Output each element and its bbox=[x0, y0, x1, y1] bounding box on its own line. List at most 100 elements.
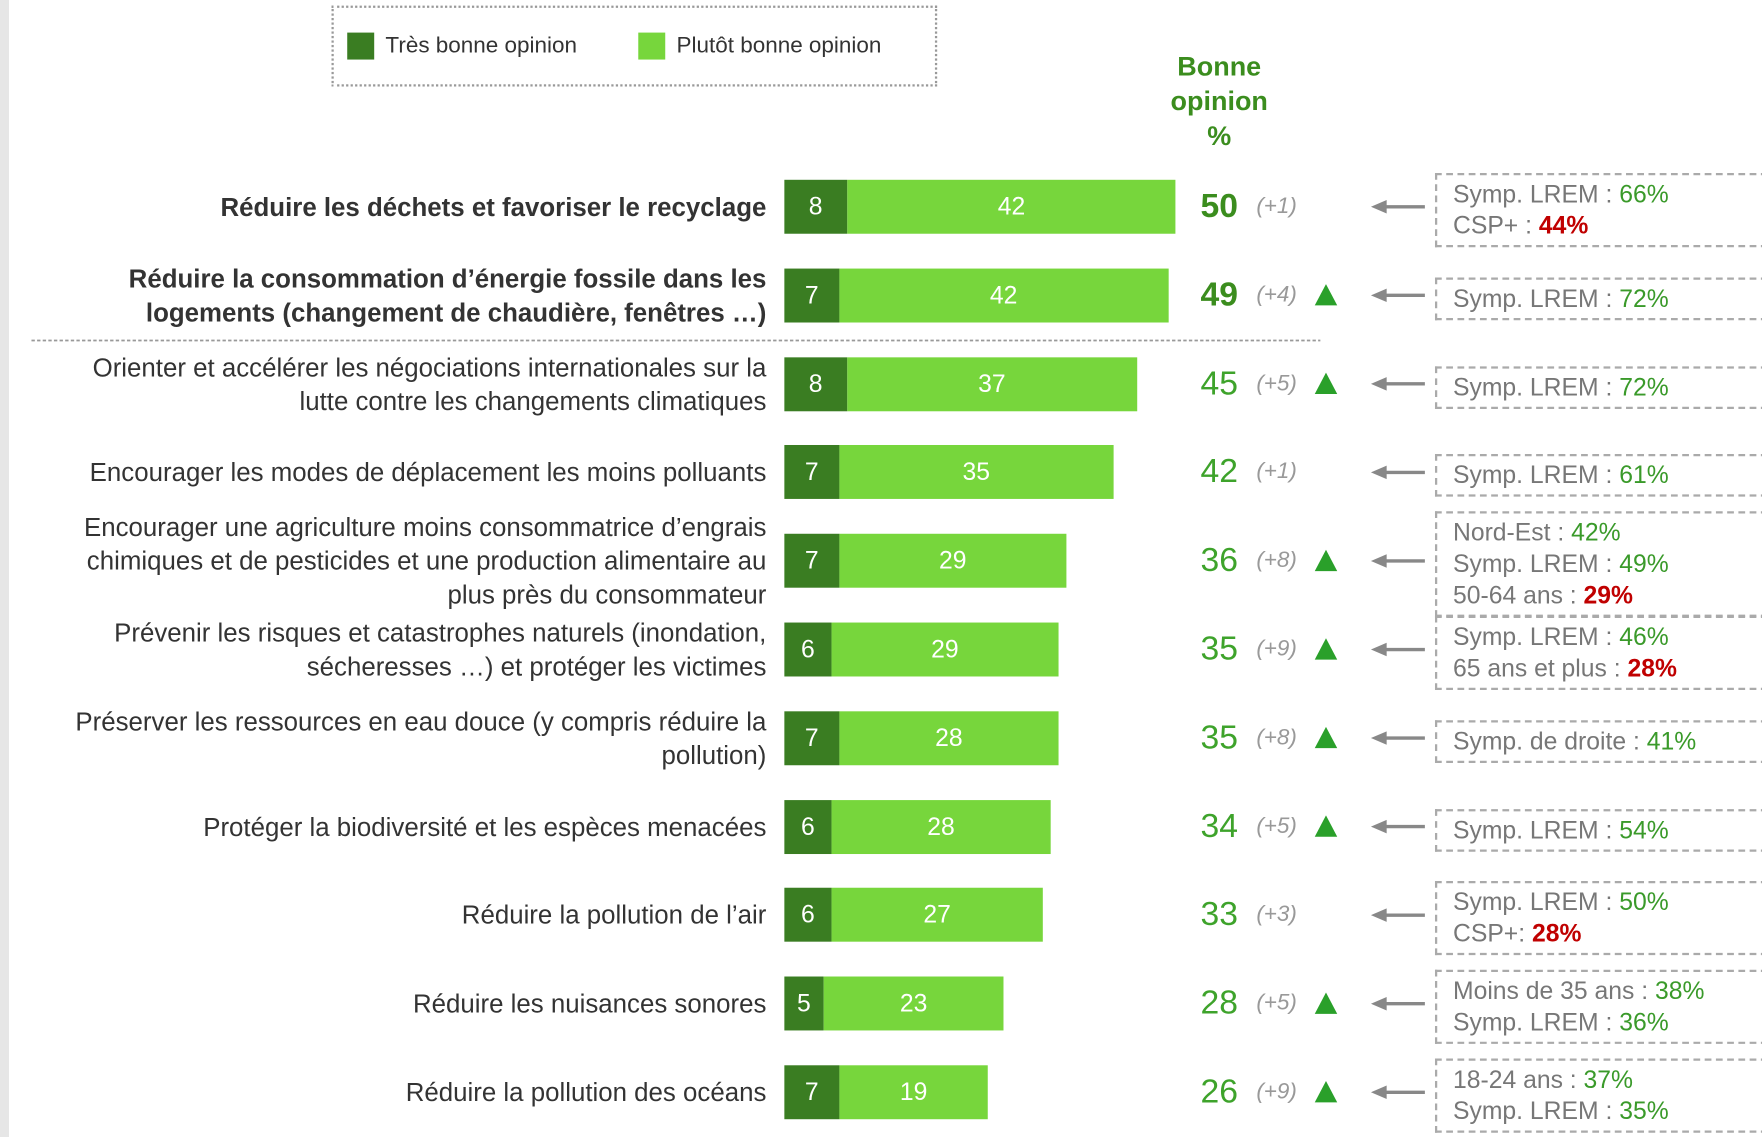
note-value: 61% bbox=[1619, 461, 1669, 490]
note-label: Symp. de droite : bbox=[1452, 726, 1647, 755]
note-line: Symp. LREM : 54% bbox=[1453, 814, 1756, 845]
note-value: 44% bbox=[1538, 211, 1589, 240]
pointer-head bbox=[1370, 465, 1387, 480]
bar-value-label: 8 bbox=[808, 192, 823, 221]
bar-segment bbox=[784, 179, 848, 234]
bar-value-label: 8 bbox=[808, 369, 823, 398]
change-label: (+8) bbox=[1256, 725, 1297, 750]
note-line: Symp. LREM : 36% bbox=[1453, 1007, 1756, 1038]
note-value: 38% bbox=[1654, 976, 1705, 1005]
note-box: Symp. LREM : 72% bbox=[1434, 277, 1762, 321]
note-line: 50-64 ans : 29% bbox=[1453, 580, 1756, 611]
note-value: 66% bbox=[1619, 179, 1669, 208]
total-value: 33 bbox=[1200, 896, 1238, 934]
total-value: 26 bbox=[1200, 1073, 1238, 1111]
note-label: Symp. LREM : bbox=[1452, 1096, 1620, 1125]
bar-segment bbox=[784, 976, 824, 1031]
up-arrow bbox=[1314, 726, 1338, 749]
note-box: Symp. LREM : 66% CSP+ : 44% bbox=[1434, 173, 1762, 248]
note-box: Moins de 35 ans : 38% Symp. LREM : 36% bbox=[1434, 969, 1762, 1045]
change-label: (+1) bbox=[1256, 193, 1297, 219]
bar-value-label: 6 bbox=[800, 900, 815, 929]
category-label: Préserver les ressources en eau douce (y… bbox=[75, 706, 767, 770]
up-arrow bbox=[1314, 1081, 1338, 1103]
pointer-head bbox=[1370, 554, 1387, 568]
bar-segment bbox=[823, 976, 1004, 1031]
bar-segment bbox=[784, 533, 840, 588]
up-arrow bbox=[1314, 638, 1338, 660]
bar-value-label: 7 bbox=[804, 280, 819, 309]
bar-segment bbox=[784, 1065, 840, 1120]
pointer-head bbox=[1370, 908, 1387, 922]
note-line: 18-24 ans : 37% bbox=[1453, 1064, 1756, 1095]
note-line: Symp. LREM : 72% bbox=[1453, 283, 1756, 314]
up-arrow bbox=[1314, 284, 1338, 306]
bar-segment bbox=[839, 711, 1059, 766]
bar-segment bbox=[784, 356, 848, 411]
bar-value-label: 37 bbox=[978, 369, 1006, 398]
bar-segment bbox=[831, 622, 1059, 677]
pointer-head bbox=[1370, 200, 1387, 214]
note-line: Symp. LREM : 50% bbox=[1453, 887, 1756, 918]
total-value: 35 bbox=[1200, 718, 1238, 757]
bar-segment bbox=[784, 268, 840, 323]
note-value: 29% bbox=[1583, 581, 1634, 610]
total-value: 35 bbox=[1200, 630, 1238, 668]
change-label: (+5) bbox=[1256, 370, 1297, 396]
bar-value-label: 28 bbox=[935, 723, 963, 752]
bar-value-label: 6 bbox=[800, 811, 815, 841]
pointer-head bbox=[1370, 642, 1387, 657]
note-label: Symp. LREM : bbox=[1452, 461, 1620, 490]
bar-value-label: 6 bbox=[800, 634, 815, 663]
bar-segment bbox=[839, 1065, 988, 1120]
up-arrow bbox=[1314, 992, 1338, 1014]
note-label: Nord-Est : bbox=[1452, 518, 1572, 547]
change-label: (+3) bbox=[1256, 902, 1297, 927]
up-arrow bbox=[1314, 549, 1338, 572]
note-label: Symp. LREM : bbox=[1452, 622, 1620, 651]
note-label: CSP+: bbox=[1452, 919, 1532, 948]
note-line: Symp. LREM : 72% bbox=[1453, 371, 1756, 402]
note-label: Symp. LREM : bbox=[1452, 1008, 1620, 1037]
note-value: 28% bbox=[1531, 919, 1582, 948]
bar-value-label: 7 bbox=[804, 1077, 819, 1106]
total-value: 34 bbox=[1200, 807, 1238, 845]
bar-value-label: 27 bbox=[923, 900, 951, 929]
totals-title: Bonne opinion % bbox=[1170, 51, 1268, 152]
bar-value-label: 29 bbox=[938, 546, 967, 575]
note-label: Symp. LREM : bbox=[1452, 888, 1620, 917]
legend-label: Plutôt bonne opinion bbox=[676, 33, 882, 58]
note-label: Symp. LREM : bbox=[1452, 372, 1620, 401]
total-value: 45 bbox=[1200, 364, 1238, 402]
note-value: 41% bbox=[1646, 726, 1697, 755]
note-box: Symp. de droite : 41% bbox=[1434, 720, 1762, 763]
change-label: (+5) bbox=[1256, 813, 1297, 839]
change-label: (+9) bbox=[1256, 636, 1297, 662]
bar-segment bbox=[784, 622, 832, 677]
note-line: Symp. LREM : 61% bbox=[1453, 460, 1756, 491]
note-label: Symp. LREM : bbox=[1452, 179, 1620, 208]
note-label: 65 ans et plus : bbox=[1452, 654, 1628, 683]
bar-segment bbox=[839, 533, 1067, 588]
note-value: 50% bbox=[1619, 888, 1669, 917]
category-label: Réduire les déchets et favoriser le recy… bbox=[220, 192, 767, 222]
bar-value-label: 19 bbox=[899, 1077, 928, 1106]
note-label: Symp. LREM : bbox=[1452, 815, 1620, 844]
category-label: Réduire les nuisances sonores bbox=[412, 989, 767, 1019]
bar-value-label: 42 bbox=[997, 192, 1026, 221]
bar-value-label: 7 bbox=[804, 457, 819, 486]
legend bbox=[331, 5, 938, 87]
note-box: Symp. LREM : 50% CSP+: 28% bbox=[1434, 881, 1762, 956]
note-label: Symp. LREM : bbox=[1452, 284, 1620, 313]
bar-segment bbox=[839, 268, 1169, 323]
bar-segment bbox=[784, 445, 840, 500]
note-value: 49% bbox=[1619, 549, 1669, 578]
category-label: Prévenir les risques et catastrophes nat… bbox=[114, 618, 767, 681]
category-label: Encourager les modes de déplacement les … bbox=[89, 457, 767, 488]
note-line: Symp. LREM : 49% bbox=[1453, 549, 1756, 580]
change-label: (+5) bbox=[1256, 990, 1297, 1016]
note-label: 18-24 ans : bbox=[1452, 1065, 1584, 1094]
total-value: 36 bbox=[1200, 541, 1238, 579]
